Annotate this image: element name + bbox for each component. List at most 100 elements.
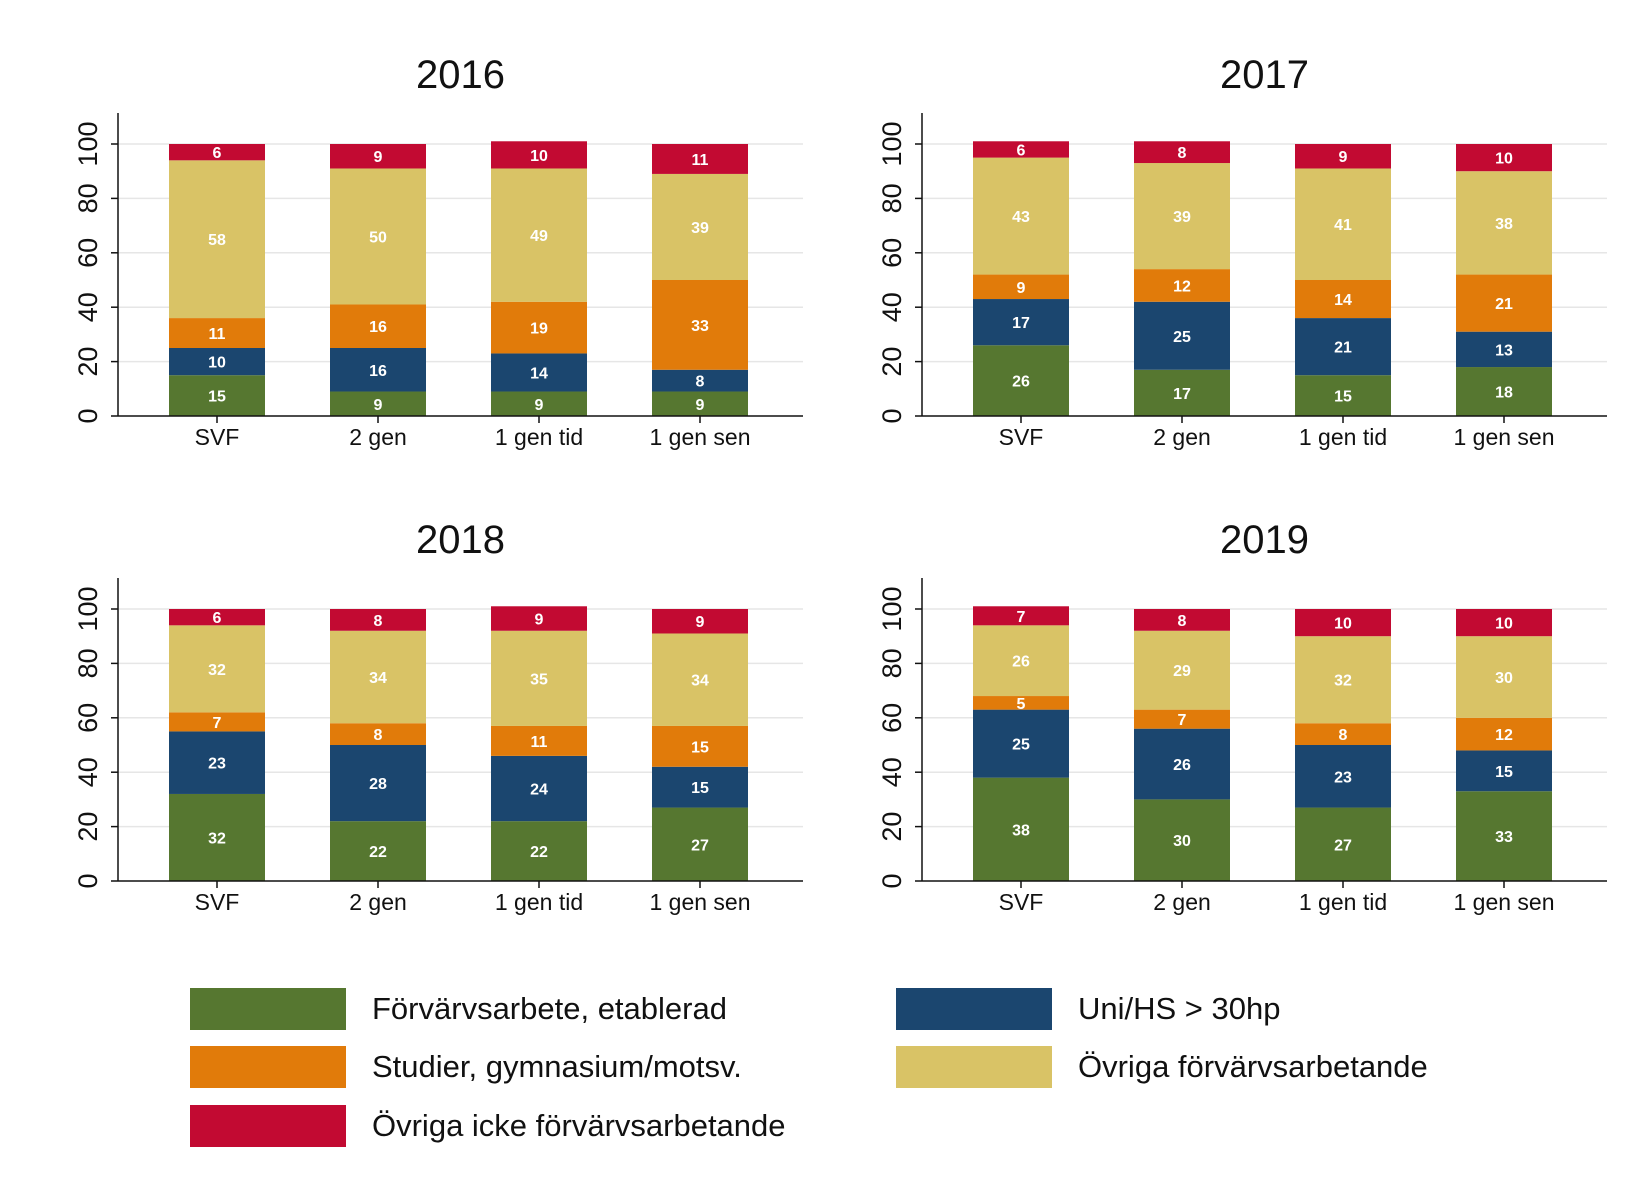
- data-label: 50: [369, 229, 387, 246]
- y-tick-label: 60: [877, 703, 907, 733]
- y-tick-label: 80: [73, 648, 103, 678]
- bar-segment: [491, 725, 587, 756]
- data-label: 49: [530, 228, 548, 245]
- bar-segment: [652, 144, 748, 174]
- x-tick-label: 2 gen: [1153, 424, 1211, 450]
- data-label: 9: [1339, 149, 1348, 166]
- bar-segment: [491, 821, 587, 881]
- data-label: 11: [692, 152, 709, 169]
- data-label: 8: [374, 727, 383, 744]
- x-tick-label: 1 gen tid: [1299, 889, 1387, 915]
- bar-segment: [330, 168, 426, 305]
- y-tick-label: 40: [877, 292, 907, 322]
- bar-segment: [652, 369, 748, 392]
- bar-segment: [1134, 728, 1230, 800]
- y-tick-label: 0: [877, 873, 907, 888]
- data-label: 19: [530, 321, 548, 338]
- data-label: 9: [696, 397, 705, 414]
- data-label: 10: [1334, 616, 1352, 633]
- data-label: 11: [531, 734, 548, 751]
- data-label: 9: [374, 149, 383, 166]
- bar-segment: [652, 725, 748, 767]
- data-label: 23: [1334, 769, 1352, 786]
- bar-segment: [1456, 367, 1552, 416]
- data-label: 35: [530, 671, 548, 688]
- bar-segment: [491, 353, 587, 392]
- chart-panel-2016: 2016 15 10 11 58 6 SVF 9 16 16 50 9 2 gen 9 14 19 49 10 1 …: [73, 53, 803, 450]
- bar-segment: [973, 709, 1069, 778]
- bar-segment: [652, 609, 748, 634]
- data-label: 26: [1173, 757, 1191, 774]
- data-label: 11: [209, 326, 226, 343]
- x-tick-label: 1 gen sen: [649, 889, 750, 915]
- bar-segment: [330, 745, 426, 822]
- x-tick-label: 1 gen sen: [649, 424, 750, 450]
- bar-segment: [973, 274, 1069, 300]
- y-tick-label: 60: [73, 703, 103, 733]
- bar-segment: [491, 391, 587, 416]
- bar-segment: [1134, 709, 1230, 729]
- bar-segment: [1295, 318, 1391, 376]
- bar-segment: [1456, 171, 1552, 275]
- bar-segment: [973, 299, 1069, 346]
- data-label: 33: [691, 318, 709, 335]
- bar-segment: [491, 141, 587, 169]
- y-tick-label: 100: [73, 121, 103, 166]
- data-label: 9: [535, 397, 544, 414]
- data-label: 23: [208, 756, 226, 773]
- bar-segment: [491, 301, 587, 354]
- x-tick-label: 2 gen: [1153, 889, 1211, 915]
- chart-panel-2018: 2018 32 23 7 32 6 SVF 22 28 8 34 8 2 gen 22 24 11 35 9 1 g…: [73, 518, 803, 915]
- data-label: 34: [691, 673, 709, 690]
- data-label: 8: [1339, 727, 1348, 744]
- y-tick-label: 40: [877, 757, 907, 787]
- y-tick-label: 20: [73, 812, 103, 842]
- y-tick-label: 0: [73, 873, 103, 888]
- y-tick-label: 40: [73, 292, 103, 322]
- data-label: 5: [1017, 696, 1026, 713]
- bar-segment: [169, 712, 265, 732]
- data-label: 7: [1017, 609, 1026, 626]
- data-label: 29: [1173, 663, 1191, 680]
- data-label: 8: [1178, 613, 1187, 630]
- data-label: 17: [1173, 386, 1191, 403]
- chart-title: 2016: [416, 53, 505, 97]
- y-tick-label: 20: [877, 347, 907, 377]
- y-tick-label: 0: [73, 408, 103, 423]
- bar-segment: [1456, 750, 1552, 792]
- x-tick-label: SVF: [999, 889, 1044, 915]
- data-label: 26: [1012, 374, 1030, 391]
- bar-segment: [491, 755, 587, 822]
- bar-segment: [169, 793, 265, 881]
- data-label: 8: [1178, 145, 1187, 162]
- data-label: 17: [1012, 315, 1030, 332]
- data-label: 16: [369, 363, 387, 380]
- chart-title: 2017: [1220, 53, 1309, 97]
- bar-segment: [1295, 609, 1391, 637]
- bar-segment: [330, 348, 426, 392]
- bar-segment: [169, 160, 265, 319]
- data-label: 18: [1495, 385, 1513, 402]
- bar-segment: [1456, 791, 1552, 881]
- data-label: 10: [208, 355, 226, 372]
- y-tick-label: 60: [73, 238, 103, 268]
- data-label: 25: [1173, 329, 1191, 346]
- data-label: 39: [691, 220, 709, 237]
- bar-segment: [973, 345, 1069, 416]
- bar-segment: [1295, 375, 1391, 416]
- data-label: 58: [208, 232, 226, 249]
- x-tick-label: 1 gen tid: [1299, 424, 1387, 450]
- y-tick-label: 100: [877, 586, 907, 631]
- data-label: 15: [1495, 764, 1513, 781]
- bar-segment: [652, 280, 748, 370]
- data-label: 9: [1017, 280, 1026, 297]
- bar-segment: [169, 375, 265, 416]
- bar-segment: [1295, 144, 1391, 169]
- bar-segment: [169, 348, 265, 376]
- bar-segment: [1134, 141, 1230, 164]
- chart-title: 2018: [416, 518, 505, 562]
- data-label: 24: [530, 782, 548, 799]
- bar-segment: [1134, 269, 1230, 302]
- bar-segment: [1456, 717, 1552, 751]
